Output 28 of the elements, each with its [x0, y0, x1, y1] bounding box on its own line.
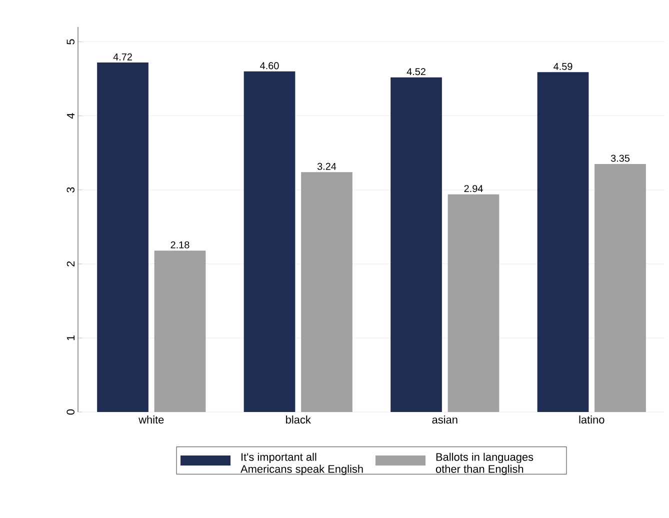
y-tick-label: 0 [66, 409, 74, 415]
bar [97, 62, 148, 412]
data-label: 2.18 [170, 241, 190, 248]
data-label: 4.60 [260, 62, 279, 70]
data-label: 2.94 [464, 185, 483, 192]
bar [537, 72, 589, 412]
y-tick-label: 2 [66, 261, 74, 266]
bar [244, 71, 296, 412]
data-label: 4.72 [113, 53, 132, 60]
bar [594, 164, 646, 412]
legend-label: It's important all Americans speak English [240, 452, 363, 475]
data-label: 3.24 [317, 162, 336, 170]
data-label: 3.35 [610, 154, 630, 162]
y-tick-label: 1 [66, 335, 74, 340]
data-label: 4.59 [554, 62, 572, 70]
data-label: 4.52 [406, 68, 426, 76]
legend-label: Ballots in languages other than English [436, 452, 534, 475]
x-tick-label: black [286, 416, 311, 424]
bar [301, 172, 352, 412]
bar [154, 250, 206, 412]
bar [390, 77, 442, 412]
y-tick-label: 5 [66, 39, 74, 44]
bar [448, 194, 500, 412]
x-tick-label: asian [432, 416, 458, 424]
x-tick-label: latino [579, 416, 604, 424]
x-tick-label: white [138, 416, 164, 424]
y-tick-label: 4 [66, 113, 74, 119]
y-tick-label: 3 [66, 187, 74, 193]
